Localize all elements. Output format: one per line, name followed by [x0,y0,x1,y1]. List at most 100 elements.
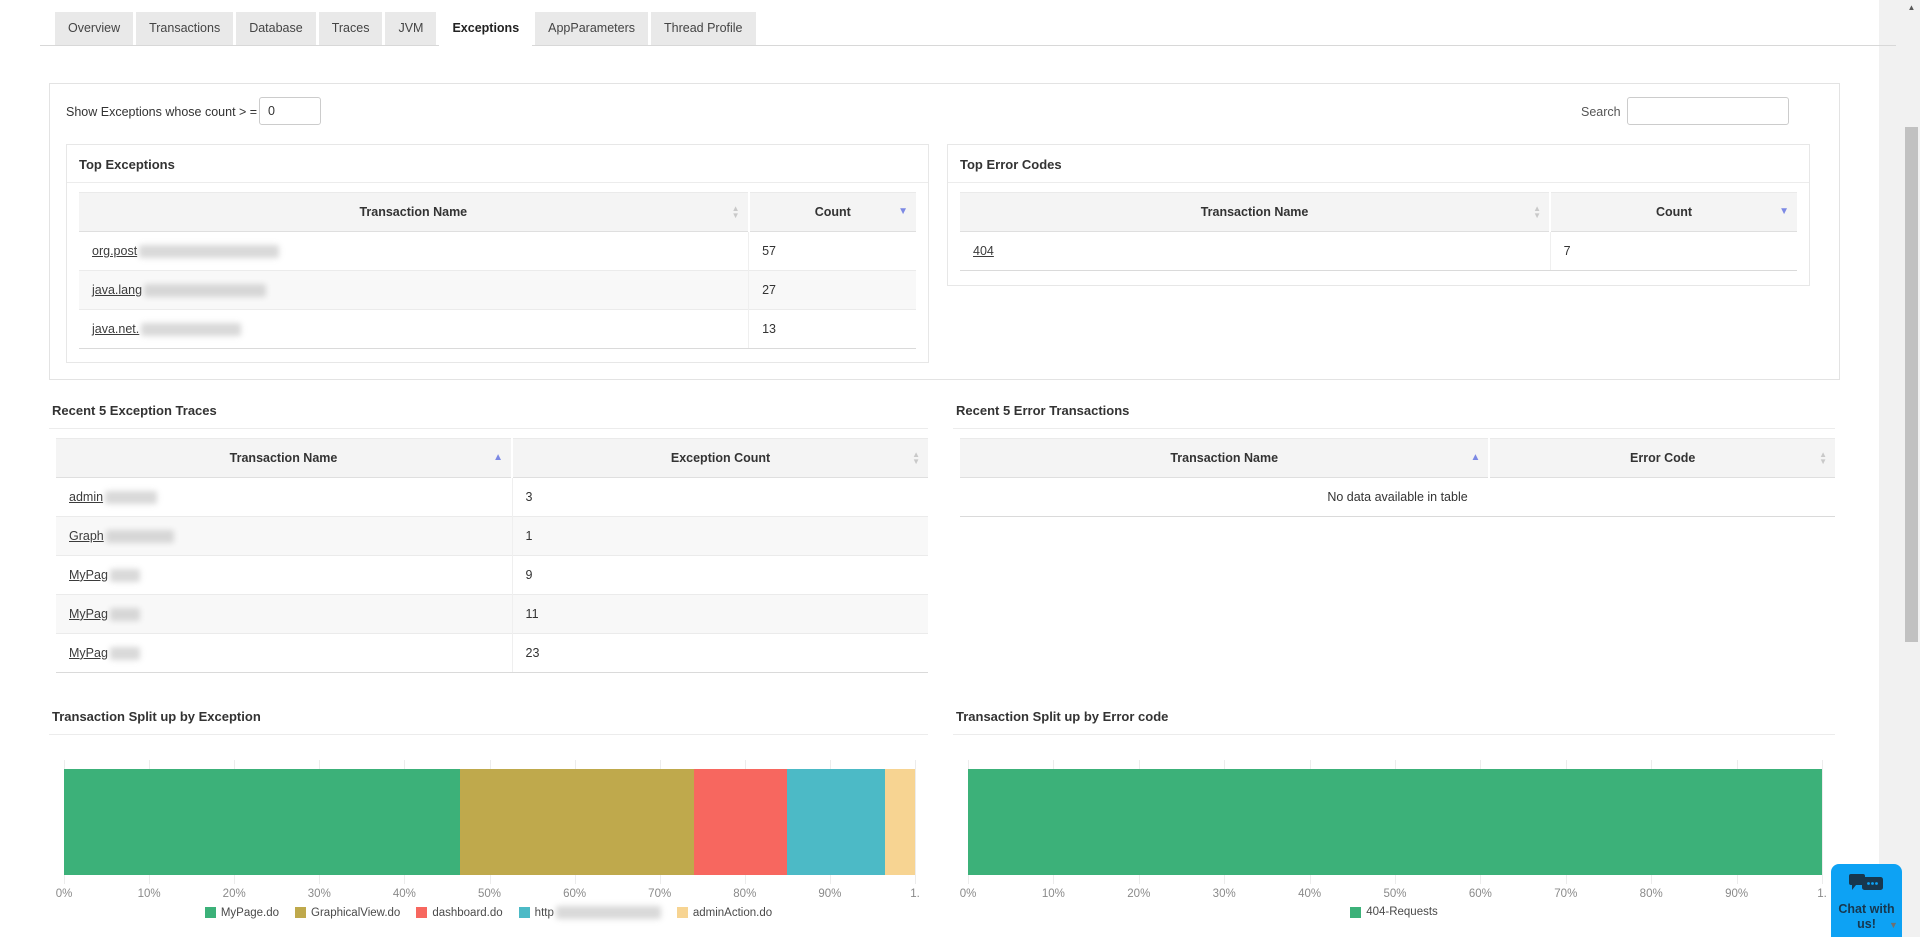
column-header-transaction-name[interactable]: Transaction Name ▲ ▼ [960,192,1551,232]
count-cell: 11 [511,594,928,634]
legend-swatch [676,907,688,918]
x-axis: 0% 10% 20% 30% 40% 50% 60% 70% 80% 90% 1. [56,888,920,902]
x-tick-label: 50% [477,888,502,900]
column-header-count[interactable]: Count ▼ [747,192,916,232]
bar-segment-adminaction-do[interactable] [885,769,915,875]
transaction-link[interactable]: admin [69,489,104,504]
column-header-label: Count [814,205,851,219]
transaction-link[interactable]: 404 [973,244,994,258]
chevron-down-icon[interactable]: ▼ [1889,920,1898,930]
chart-plot-area [64,760,916,884]
tab-appparameters[interactable]: AppParameters [535,12,648,45]
tab-jvm[interactable]: JVM [385,12,437,45]
chat-widget-button[interactable]: Chat with us! [1831,864,1902,937]
bar-segment-dashboard-do[interactable] [693,769,788,875]
redacted-text [109,647,140,661]
redacted-text [105,491,158,505]
column-header-transaction-name[interactable]: Transaction Name ▲ [56,438,513,478]
exceptions-filter-panel: Show Exceptions whose count > = Search T… [49,83,1840,380]
tab-thread-profile[interactable]: Thread Profile [651,12,756,45]
column-header-exception-count[interactable]: Exception Count ▲ ▼ [511,438,928,478]
chart-legend: MyPage.do GraphicalView.do dashboard.do htt… [49,906,928,919]
bar-segment-404-requests[interactable] [968,769,1822,875]
bar-segment-mypage-do[interactable] [64,769,460,875]
x-tick-label: 10% [1041,888,1065,900]
sort-both-icon: ▲ ▼ [731,204,740,220]
x-tick-label: 50% [1383,888,1407,900]
legend-item[interactable]: dashboard.do [416,906,503,919]
column-header-label: Exception Count [670,451,771,465]
column-header-transaction-name[interactable]: Transaction Name ▲ [960,438,1490,478]
tab-traces[interactable]: Traces [318,12,383,45]
x-tick-label: 40% [392,888,416,900]
legend-item[interactable]: adminAction.do [676,907,772,919]
redacted-text [109,608,140,622]
recent-error-transactions-title: Recent 5 Error Transactions [956,403,1130,418]
table-row: java.net. 13 [79,309,916,349]
top-error-codes-panel: Top Error Codes Transaction Name ▲ ▼ Count ▼… [947,144,1810,286]
count-filter-input[interactable] [259,97,321,125]
divider [953,428,1835,429]
column-header-error-code[interactable]: Error Code ▲ ▼ [1488,438,1835,478]
transaction-link[interactable]: Graph [69,528,104,543]
divider [948,182,1809,183]
column-header-label: Transaction Name [229,451,338,465]
transaction-link[interactable]: MyPag [69,567,108,582]
sort-both-icon: ▲ ▼ [912,450,920,466]
x-tick-label: 90% [1725,888,1749,900]
transaction-link[interactable]: org.post [92,243,138,258]
tab-overview[interactable]: Overview [55,12,134,45]
transaction-name-cell: Graph [56,516,513,556]
count-cell: 57 [748,231,916,271]
count-cell: 13 [748,309,916,349]
column-header-label: Error Code [1630,451,1696,465]
x-tick-label: 80% [1639,888,1663,900]
column-header-transaction-name[interactable]: Transaction Name ▲ ▼ [79,192,749,232]
stacked-bar [64,769,915,875]
table-row: 404 7 [960,231,1797,271]
tab-exceptions[interactable]: Exceptions [439,12,533,47]
search-label: Search [1581,105,1621,119]
divider [953,734,1835,735]
table-row: org.post 57 [79,231,916,271]
x-tick-label: 90% [818,888,842,900]
sort-asc-icon: ▲ [493,452,504,463]
tab-transactions[interactable]: Transactions [136,12,234,45]
legend-item[interactable]: http [518,906,661,919]
data-table: Transaction Name ▲ ▼ Count ▼ org.post 57 java.l… [79,192,916,349]
column-header-count[interactable]: Count ▼ [1549,192,1797,232]
x-tick-label: 60% [563,888,587,900]
x-tick-label: 30% [1212,888,1236,900]
legend-item[interactable]: GraphicalView.do [295,907,400,919]
count-cell: 3 [511,477,928,517]
transaction-name-cell: java.net. [79,309,749,349]
recent-error-transactions-section: Recent 5 Error Transactions Transaction … [953,394,1835,534]
transaction-link[interactable]: MyPag [69,645,108,660]
scrollbar-thumb[interactable] [1905,127,1918,642]
legend-swatch [295,907,307,918]
transaction-link[interactable]: java.net. [92,321,140,336]
search-input[interactable] [1627,97,1789,125]
scrollbar-up-icon[interactable]: ▲ [1907,3,1916,12]
x-tick-label: 70% [648,888,672,900]
legend-item[interactable]: 404-Requests [1350,906,1438,918]
transaction-link[interactable]: MyPag [69,606,108,621]
scrollbar[interactable]: ▲ [1903,0,1920,937]
x-tick-label: 60% [1468,888,1492,900]
legend-swatch [1350,906,1362,918]
divider [49,734,928,735]
column-header-label: Count [1655,205,1693,219]
stacked-bar [968,769,1822,875]
legend-swatch [518,907,530,918]
transaction-link[interactable]: java.lang [92,282,143,297]
legend-label: dashboard.do [432,906,503,919]
count-cell: 1 [511,516,928,556]
sort-desc-icon: ▼ [898,206,908,217]
legend-item[interactable]: MyPage.do [204,907,279,919]
chat-label: Chat with us! [1838,902,1895,931]
tab-database[interactable]: Database [236,12,316,45]
bar-segment-graphicalview-do[interactable] [459,769,694,875]
bar-segment-http[interactable] [787,769,886,875]
data-table: Transaction Name ▲ Exception Count ▲ ▼ admin 3… [56,438,928,673]
transaction-name-cell: MyPag [56,633,513,673]
